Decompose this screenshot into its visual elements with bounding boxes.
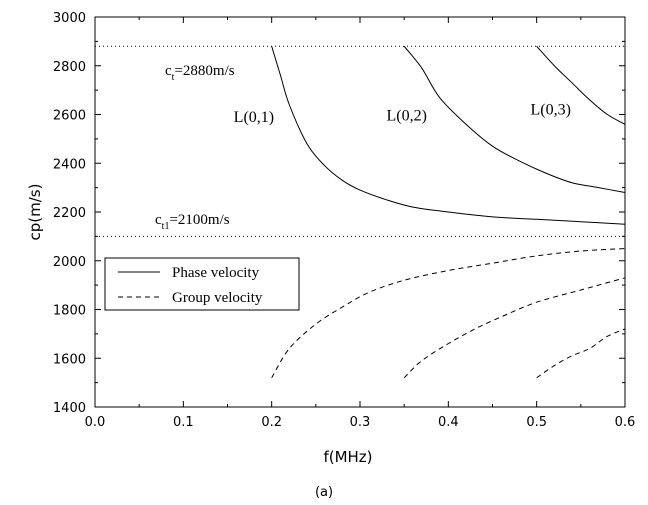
legend-box: [104, 257, 300, 311]
y-tick-label: 2200: [53, 206, 86, 221]
y-tick-label: 3000: [53, 11, 86, 26]
ct1-label-sub: t1: [162, 221, 170, 232]
y-tick-label: 2000: [53, 255, 86, 270]
series-line: [271, 248, 626, 379]
x-tick-label: 0.6: [615, 415, 636, 430]
y-tick-label: 2600: [53, 109, 86, 124]
series-line: [403, 45, 626, 193]
y-axis-title: cp(m/s): [26, 184, 44, 241]
x-tick-label: 0.1: [173, 415, 194, 430]
x-tick-label: 0.3: [350, 415, 371, 430]
x-axis-title: f(MHz): [323, 448, 372, 466]
series-line: [271, 46, 626, 225]
ct-label-rest: =2880m/s: [174, 63, 234, 79]
legend: Phase velocity Group velocity: [104, 257, 300, 311]
y-tick-label: 1600: [53, 352, 86, 367]
mode-label: L(0,3): [530, 102, 570, 119]
y-tick-label: 1800: [53, 304, 86, 319]
mode-label: L(0,2): [387, 108, 427, 125]
ct1-label-rest: =2100m/s: [169, 212, 229, 228]
y-tick-label: 2800: [53, 60, 86, 75]
series-line: [403, 277, 626, 379]
series-line: [536, 328, 626, 379]
legend-group-label: Group velocity: [172, 290, 263, 306]
ct-label-sub: t: [172, 72, 175, 83]
reference-lines: [95, 45, 625, 237]
x-tick-label: 0.0: [85, 415, 106, 430]
legend-phase-label: Phase velocity: [172, 265, 260, 281]
x-tick-label: 0.4: [438, 415, 459, 430]
series-group: [271, 45, 626, 379]
mode-label: L(0,1): [234, 109, 274, 126]
ct-label: ct=2880m/s: [165, 63, 235, 83]
y-tick-label: 1400: [53, 401, 86, 416]
ct1-label: ct1=2100m/s: [155, 212, 230, 232]
x-tick-label: 0.2: [261, 415, 282, 430]
annotations-group: L(0,1) L(0,2) L(0,3): [234, 102, 571, 126]
ct1-label-main: c: [155, 212, 162, 228]
x-tick-label: 0.5: [526, 415, 547, 430]
ticks-group: 0.0 0.1 0.2 0.3 0.4 0.5 0.6 1400 1600 1800 2000 220…: [53, 11, 635, 430]
figure-caption: (a): [315, 485, 333, 500]
y-tick-label: 2400: [53, 157, 86, 172]
series-line: [536, 45, 626, 125]
ct-label-main: c: [165, 63, 172, 79]
